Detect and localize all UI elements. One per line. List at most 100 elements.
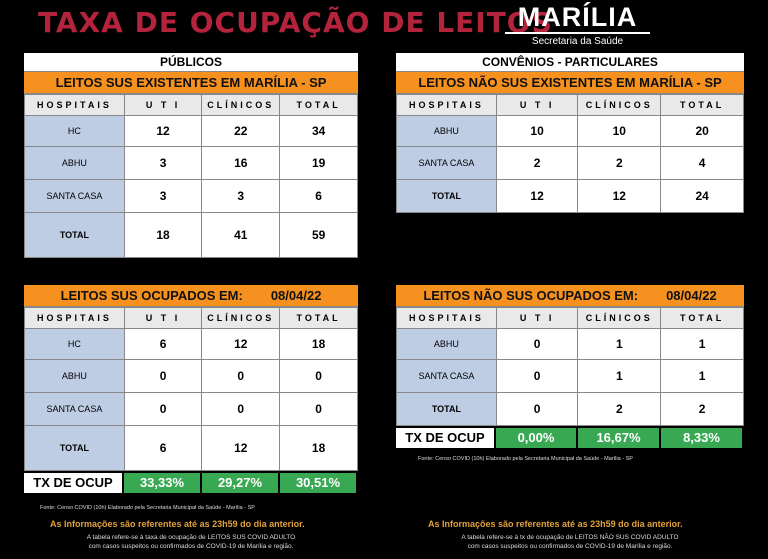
col-total: TOTAL [279, 307, 358, 329]
table-row-total: TOTAL 12 12 24 [396, 179, 744, 213]
clinicos-value: 22 [201, 115, 281, 147]
info-note: As Informações são referentes até as 23h… [428, 519, 683, 529]
panel-sus-existentes: PÚBLICOS LEITOS SUS EXISTENTES EM MARÍLI… [24, 53, 358, 258]
clinicos-value: 41 [201, 212, 281, 258]
brand-name: MARÍLIA [505, 2, 650, 34]
hospital-name: SANTA CASA [396, 146, 497, 180]
panel-sus-ocupados: LEITOS SUS OCUPADOS EM: 08/04/22 HOSPITA… [24, 285, 358, 493]
hospital-name: TOTAL [24, 212, 125, 258]
uti-value: 18 [123, 212, 203, 258]
panel-title-bar: LEITOS SUS OCUPADOS EM: 08/04/22 [24, 285, 358, 307]
table-note: A tabela refere-se à tx de ocupação de L… [396, 533, 744, 551]
table-note-line: com casos suspeitos ou confirmados de CO… [88, 543, 294, 550]
hospital-name: HC [24, 328, 125, 360]
panel-title: LEITOS SUS OCUPADOS EM: [60, 288, 243, 303]
uti-value: 0 [495, 328, 579, 360]
total-value: 0 [279, 392, 358, 426]
brand-subtitle: Secretaria da Saúde [531, 36, 624, 47]
panel-title: LEITOS SUS EXISTENTES EM MARÍLIA - SP [24, 72, 358, 94]
hospital-name: TOTAL [24, 425, 125, 471]
total-value: 1 [660, 328, 744, 360]
panel-nao-sus-existentes: CONVÊNIOS - PARTICULARES LEITOS NÃO SUS … [396, 53, 744, 213]
hospital-name: SANTA CASA [24, 392, 125, 426]
clinicos-value: 16 [201, 146, 281, 180]
uti-value: 0 [123, 359, 203, 393]
occupancy-rate-uti: 33,33% [122, 473, 200, 493]
col-clinicos: CLÍNICOS [577, 307, 662, 329]
page-title: TAXA DE OCUPAÇÃO DE LEITOS [38, 6, 553, 39]
uti-value: 12 [123, 115, 203, 147]
table-note-line: com casos suspeitos ou confirmados de CO… [467, 543, 673, 550]
info-note: As Informações são referentes até as 23h… [50, 519, 305, 529]
uti-value: 0 [123, 392, 203, 426]
sus-existentes-table: HOSPITAIS U T I CLÍNICOS TOTAL HC 12 22 … [24, 94, 358, 258]
table-row: ABHU 10 10 20 [396, 115, 744, 147]
total-value: 18 [279, 328, 358, 360]
hospital-name: SANTA CASA [24, 179, 125, 213]
col-clinicos: CLÍNICOS [577, 94, 662, 116]
occupancy-rate-clinicos: 16,67% [576, 428, 659, 448]
panel-title-bar: LEITOS NÃO SUS OCUPADOS EM: 08/04/22 [396, 285, 744, 307]
hospital-name: ABHU [396, 328, 497, 360]
table-note-line: A tabela refere-se à tx de ocupação de L… [461, 534, 679, 541]
col-hospitais: HOSPITAIS [24, 307, 125, 329]
hospital-name: ABHU [24, 146, 125, 180]
table-header-row: HOSPITAIS U T I CLÍNICOS TOTAL [24, 307, 358, 329]
table-row: ABHU 0 1 1 [396, 328, 744, 360]
total-value: 34 [279, 115, 358, 147]
uti-value: 6 [123, 328, 203, 360]
uti-value: 6 [123, 425, 203, 471]
col-uti: U T I [123, 307, 203, 329]
table-row: HC 12 22 34 [24, 115, 358, 147]
total-value: 18 [279, 425, 358, 471]
brand-logo: MARÍLIA Secretaria da Saúde [505, 2, 650, 47]
table-header-row: HOSPITAIS U T I CLÍNICOS TOTAL [396, 307, 744, 329]
total-value: 19 [279, 146, 358, 180]
clinicos-value: 10 [577, 115, 662, 147]
uti-value: 0 [495, 392, 579, 426]
table-row: ABHU 3 16 19 [24, 146, 358, 180]
source-note: Fonte: Censo COVID (10h) Elaborado pela … [40, 505, 255, 511]
source-note: Fonte: Censo COVID (10h) Elaborado pela … [418, 456, 633, 462]
group-label-convenios: CONVÊNIOS - PARTICULARES [396, 53, 744, 72]
col-clinicos: CLÍNICOS [201, 307, 281, 329]
hospital-name: TOTAL [396, 179, 497, 213]
total-value: 20 [660, 115, 744, 147]
table-header-row: HOSPITAIS U T I CLÍNICOS TOTAL [24, 94, 358, 116]
table-note-line: A tabela refere-se à taxa de ocupação de… [86, 534, 296, 541]
clinicos-value: 1 [577, 328, 662, 360]
col-clinicos: CLÍNICOS [201, 94, 281, 116]
table-row: SANTA CASA 0 0 0 [24, 392, 358, 426]
occupancy-rate-clinicos: 29,27% [200, 473, 278, 493]
table-row-total: TOTAL 18 41 59 [24, 212, 358, 258]
total-value: 24 [660, 179, 744, 213]
uti-value: 12 [495, 179, 579, 213]
col-uti: U T I [495, 94, 579, 116]
hospital-name: ABHU [396, 115, 497, 147]
sus-ocupados-table: HOSPITAIS U T I CLÍNICOS TOTAL HC 6 12 1… [24, 307, 358, 471]
clinicos-value: 3 [201, 179, 281, 213]
total-value: 0 [279, 359, 358, 393]
table-row: SANTA CASA 0 1 1 [396, 359, 744, 393]
clinicos-value: 2 [577, 146, 662, 180]
table-row: ABHU 0 0 0 [24, 359, 358, 393]
uti-value: 3 [123, 146, 203, 180]
total-value: 4 [660, 146, 744, 180]
hospital-name: TOTAL [396, 392, 497, 426]
nao-sus-existentes-table: HOSPITAIS U T I CLÍNICOS TOTAL ABHU 10 1… [396, 94, 744, 213]
panel-nao-sus-ocupados: LEITOS NÃO SUS OCUPADOS EM: 08/04/22 HOS… [396, 285, 744, 448]
table-row-total: TOTAL 6 12 18 [24, 425, 358, 471]
uti-value: 3 [123, 179, 203, 213]
clinicos-value: 12 [577, 179, 662, 213]
col-total: TOTAL [660, 94, 744, 116]
occupancy-rate-row: TX DE OCUP 0,00% 16,67% 8,33% [396, 428, 744, 448]
occupancy-rate-label: TX DE OCUP [396, 428, 494, 448]
panel-date: 08/04/22 [270, 288, 322, 303]
col-hospitais: HOSPITAIS [24, 94, 125, 116]
occupancy-rate-total: 8,33% [659, 428, 742, 448]
clinicos-value: 1 [577, 359, 662, 393]
hospital-name: SANTA CASA [396, 359, 497, 393]
clinicos-value: 0 [201, 359, 281, 393]
uti-value: 10 [495, 115, 579, 147]
clinicos-value: 2 [577, 392, 662, 426]
